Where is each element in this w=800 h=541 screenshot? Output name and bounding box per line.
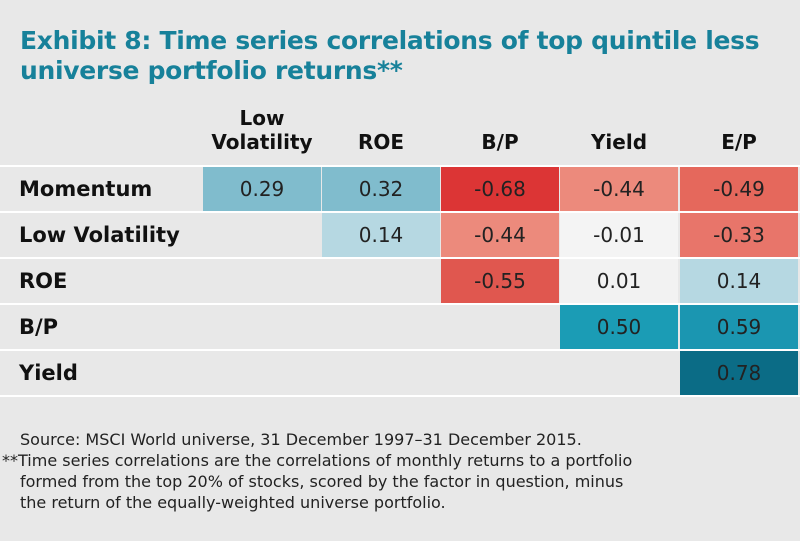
row-label: Momentum [19, 177, 153, 201]
column-header-line: ROE [357, 130, 405, 154]
row-label: Low Volatility [19, 223, 180, 247]
column-header-line: B/P [481, 130, 519, 154]
column-header: Low Volatility [203, 106, 321, 154]
heatmap-cell: -0.33 [680, 213, 798, 257]
footnote-line-3: the return of the equally-weighted unive… [20, 493, 446, 512]
column-header: Yield [560, 130, 678, 154]
column-header-line: Volatility [211, 130, 313, 154]
heatmap-cell: 0.14 [322, 213, 440, 257]
heatmap-cell: 0.01 [560, 259, 678, 303]
heatmap-cell: -0.44 [560, 167, 678, 211]
heatmap-cell: -0.44 [441, 213, 559, 257]
row-separator [0, 349, 800, 351]
heatmap-cell: 0.50 [560, 305, 678, 349]
column-header-line: Yield [590, 130, 648, 154]
row-label: B/P [19, 315, 59, 339]
footnote-line-2: formed from the top 20% of stocks, score… [20, 472, 624, 491]
row-separator [0, 395, 800, 397]
column-header-line: E/P [721, 130, 757, 154]
chart-title-line-1: Exhibit 8: Time series correlations of t… [20, 26, 760, 55]
heatmap-cell: -0.55 [441, 259, 559, 303]
heatmap-cell: 0.14 [680, 259, 798, 303]
column-header: ROE [322, 130, 440, 154]
row-separator [0, 165, 800, 167]
heatmap-cell: -0.49 [680, 167, 798, 211]
row-label: Yield [19, 361, 78, 385]
chart-title: Exhibit 8: Time series correlations of t… [20, 26, 790, 86]
row-label: ROE [19, 269, 68, 293]
heatmap-cell: -0.68 [441, 167, 559, 211]
heatmap-cell: 0.32 [322, 167, 440, 211]
footnote-line-1: **Time series correlations are the corre… [2, 451, 633, 470]
heatmap-cell: -0.01 [560, 213, 678, 257]
heatmap-cell: 0.78 [680, 351, 798, 395]
column-header: E/P [680, 130, 798, 154]
source-note: Source: MSCI World universe, 31 December… [20, 430, 582, 449]
footnotes: Source: MSCI World universe, 31 December… [2, 429, 790, 513]
heatmap-cell: 0.29 [203, 167, 321, 211]
chart-title-line-2: universe portfolio returns** [20, 56, 403, 85]
column-header-line: Low [239, 106, 285, 130]
row-separator [0, 303, 800, 305]
row-separator [0, 257, 800, 259]
row-separator [0, 211, 800, 213]
heatmap-cell: 0.59 [680, 305, 798, 349]
column-header: B/P [441, 130, 559, 154]
